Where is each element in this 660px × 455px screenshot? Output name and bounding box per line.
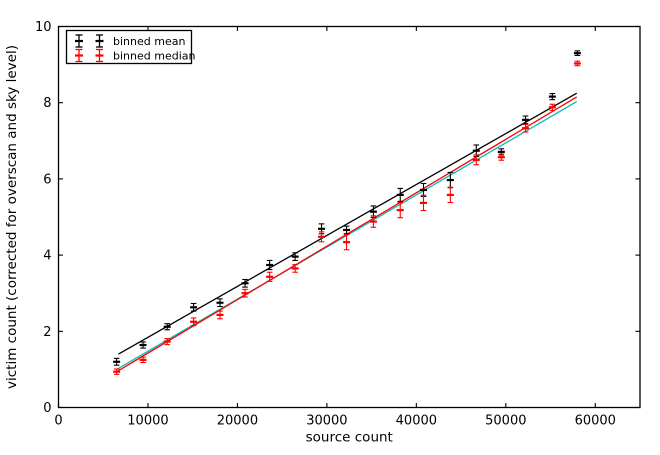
errorbar-point-binned-mean: [396, 187, 404, 202]
errorbar-point-binned-mean: [190, 302, 198, 312]
series-binned-median: [113, 60, 581, 375]
y-axis-tick-label: 4: [43, 249, 51, 264]
errorbar-point-binned-median: [241, 288, 249, 298]
legend: binned mean binned median: [65, 29, 195, 65]
legend-box: [65, 29, 193, 65]
errorbar-point-binned-median: [497, 153, 505, 161]
x-axis-tick-label: 20000: [217, 414, 258, 429]
errorbar-point-binned-mean: [139, 341, 147, 349]
errorbar-point-binned-mean: [266, 259, 274, 271]
y-axis-label: victim count (corrected for overscan and…: [4, 45, 20, 389]
x-axis-tick-label: 0: [54, 414, 62, 429]
errorbar-point-binned-median: [139, 356, 147, 364]
errorbar-point-binned-median: [163, 337, 171, 346]
errorbar-point-binned-mean: [548, 93, 556, 101]
errorbar-point-binned-median: [318, 231, 326, 243]
y-axis-tick-label: 2: [43, 325, 51, 340]
legend-entry-label: binned mean: [113, 35, 185, 48]
errorbar-point-binned-mean: [573, 50, 581, 57]
errorbar-point-binned-median: [472, 154, 480, 166]
errorbar-point-binned-mean: [343, 225, 351, 235]
errorbar-point-binned-median: [521, 123, 529, 133]
errorbar-point-binned-median: [420, 194, 428, 212]
errorbar-point-binned-mean: [163, 323, 171, 331]
y-axis-tick-label: 6: [43, 172, 51, 187]
errorbar-point-binned-mean: [420, 182, 428, 197]
x-axis-tick-label: 60000: [575, 414, 616, 429]
errorbar-point-binned-mean: [291, 252, 299, 261]
errorbar-marker-icon: [95, 48, 104, 63]
errorbar-point-binned-median: [343, 233, 351, 251]
y-axis-tick-label: 0: [43, 401, 51, 416]
errorbar-point-binned-median: [446, 186, 454, 204]
errorbar-marker-icon: [75, 48, 83, 63]
errorbar-point-binned-mean: [216, 298, 224, 308]
errorbar-point-binned-mean: [113, 357, 121, 366]
x-axis-label: source count: [306, 430, 393, 446]
errorbar-point-binned-median: [573, 60, 581, 67]
errorbar-point-binned-median: [216, 310, 224, 320]
errorbar-marker-icon: [95, 34, 104, 48]
errorbar-point-binned-median: [369, 215, 377, 228]
errorbar-point-binned-mean: [521, 115, 529, 125]
y-axis-tick-label: 8: [43, 96, 51, 111]
x-axis-tick-label: 40000: [396, 414, 437, 429]
errorbar-point-binned-median: [266, 271, 274, 282]
x-axis-tick-label: 30000: [306, 414, 347, 429]
errorbar-point-binned-median: [548, 103, 556, 111]
errorbar-point-binned-median: [291, 264, 299, 273]
errorbar-point-binned-median: [190, 317, 198, 327]
errorbar-point-binned-mean: [241, 278, 249, 288]
plot-area: [57, 25, 641, 409]
errorbar-marker-icon: [75, 34, 83, 48]
errorbar-point-binned-median: [113, 368, 121, 375]
x-axis-tick-label: 50000: [485, 414, 526, 429]
legend-entry-label: binned median: [113, 50, 195, 63]
errorbar-point-binned-median: [396, 201, 404, 219]
y-axis-tick-label: 10: [35, 20, 52, 35]
x-axis-tick-label: 10000: [127, 414, 168, 429]
